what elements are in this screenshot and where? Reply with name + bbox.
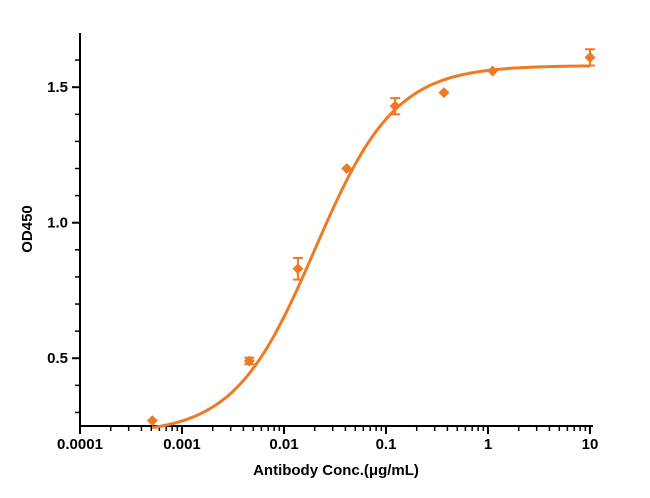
- x-axis-title: Antibody Conc.(μg/mL): [253, 462, 419, 479]
- y-axis: 0.5 1.0 1.5: [47, 33, 81, 426]
- x-tick-label: 0.01: [269, 436, 298, 453]
- y-tick-label: 1.0: [47, 215, 68, 232]
- data-points: [146, 48, 596, 427]
- data-point-diamond: [584, 51, 596, 63]
- data-point-diamond: [487, 65, 499, 77]
- x-tick-label: 10: [582, 436, 599, 453]
- data-point-diamond: [292, 263, 304, 275]
- fit-curve: [152, 64, 591, 430]
- data-point-diamond: [243, 355, 255, 367]
- y-tick-label: 0.5: [47, 350, 68, 367]
- data-point-diamond: [341, 163, 353, 175]
- data-point-diamond: [389, 100, 401, 112]
- x-tick-label: 0.1: [376, 436, 397, 453]
- x-tick-label: 1: [484, 436, 492, 453]
- y-axis-title: OD450: [19, 205, 36, 253]
- x-axis: 0.0001 0.001 0.01 0.1 1 10: [57, 425, 599, 453]
- y-tick-label: 1.5: [47, 79, 68, 96]
- data-point-diamond: [146, 415, 158, 427]
- data-point-diamond: [438, 87, 450, 99]
- x-tick-label: 0.001: [163, 436, 201, 453]
- x-tick-label: 0.0001: [57, 436, 103, 453]
